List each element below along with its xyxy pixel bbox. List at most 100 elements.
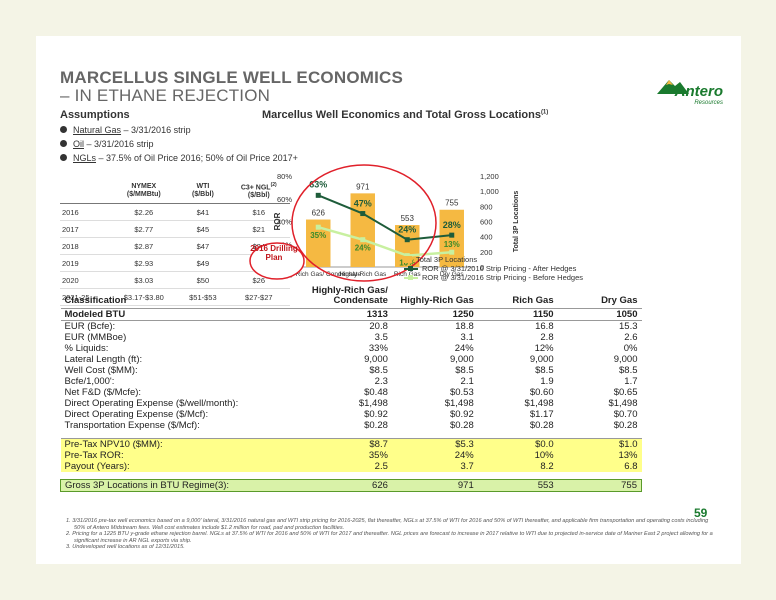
price-cell: $49 <box>178 254 228 273</box>
econ-cell: 2.6 <box>624 332 638 343</box>
before-hedges-point <box>404 253 410 259</box>
bullet-icon <box>60 154 67 161</box>
econ-cell: 35% <box>299 450 392 461</box>
econ-cell: 0% <box>623 343 638 354</box>
bar-data-label: 755 <box>445 199 459 208</box>
before-hedges-point <box>360 237 366 243</box>
bullet-icon <box>60 140 67 147</box>
econ-cell: 2.5 <box>299 461 392 472</box>
econ-cell: 1313 <box>299 308 392 321</box>
econ-cell: Pre-Tax NPV10 ($MM): <box>60 438 300 450</box>
econ-cell: 755 <box>557 479 642 492</box>
line-swatch <box>404 274 418 280</box>
econ-cell: $8.5 <box>535 365 554 376</box>
econ-cell: 1.7 <box>624 376 638 387</box>
econ-cell: Transportation Expense ($/Mcf): <box>64 420 200 431</box>
econ-cell: Lateral Length (ft): <box>64 354 143 365</box>
econ-table-body: Classification Highly-Rich Gas/ Condensat… <box>59 286 642 492</box>
econ-cell: 1.9 <box>540 376 554 387</box>
price-col-nymex: NYMEX ($/MMBtu) <box>109 181 179 205</box>
price-table-header: NYMEX ($/MMBtu) WTI ($/Bbl) C3+ NGL(2) ($/B… <box>60 181 290 205</box>
price-cell: $2.87 <box>109 237 179 256</box>
price-row: 2018 $2.87 $47 $24 <box>60 237 290 256</box>
after-hedges-point <box>315 192 321 198</box>
econ-row: Transportation Expense ($/Mcf): $0.28 $0.2… <box>61 420 642 431</box>
y-right-axis-title: Total 3P Locations <box>513 191 520 253</box>
bullet-ngls: NGLs – 37.5% of Oil Price 2016; 50% of O… <box>60 153 298 164</box>
econ-cell: 9,000 <box>529 354 554 365</box>
antero-logo: Antero Resources <box>655 70 725 106</box>
after-hedges-data-label: 47% <box>354 199 372 209</box>
econ-cell: $0.60 <box>529 387 554 398</box>
econ-row: Well Cost ($MM): $8.5 $8.5 $8.5 $8.5 <box>61 365 642 376</box>
bullet-icon <box>60 126 67 133</box>
legend-item-after-hedges: ROR @ 3/31/2016 Strip Pricing - After He… <box>404 264 583 273</box>
price-col-wti: WTI ($/Bbl) <box>178 181 228 205</box>
econ-cell: 626 <box>299 479 392 492</box>
econ-row: Pre-Tax NPV10 ($MM): $8.7 $5.3 $0.0 $1.0 <box>60 438 642 450</box>
econ-cell: $0.28 <box>364 420 388 431</box>
econ-cell: % Liquids: <box>64 343 109 354</box>
econ-cell: 16.8 <box>535 321 554 332</box>
econ-cell: 15.3 <box>619 321 638 332</box>
after-hedges-point <box>404 237 410 243</box>
price-cell: 2018 <box>60 237 110 256</box>
price-cell: $47 <box>178 237 228 256</box>
econ-cell: 1050 <box>557 308 642 321</box>
econ-cell: $1,498 <box>444 398 474 409</box>
econ-cell: Highly-Rich Gas/ Condensate <box>299 286 392 309</box>
y-right-tick-label: 1,000 <box>480 187 499 196</box>
econ-row: Direct Operating Expense ($/Mcf): $0.92 $0… <box>61 409 642 420</box>
econ-cell: Rich Gas <box>477 286 558 309</box>
before-hedges-point <box>315 224 321 230</box>
page-number: 59 <box>694 506 708 520</box>
bar-data-label: 971 <box>356 182 370 191</box>
econ-cell: 971 <box>391 479 478 492</box>
legend-item-before-hedges: ROR @ 3/31/2016 Strip Pricing - Before H… <box>404 273 583 282</box>
y-left-tick-label: 80% <box>277 172 292 181</box>
econ-cell: Classification <box>60 286 300 309</box>
econ-cell: $8.7 <box>299 438 392 450</box>
bullet-oil: Oil – 3/31/2016 strip <box>60 139 285 150</box>
before-hedges-line <box>317 225 452 257</box>
spacer-row <box>61 431 642 439</box>
footnotes: 1. 3/31/2016 pre-tax well economics base… <box>66 518 716 551</box>
econ-row: Classification Highly-Rich Gas/ Condensat… <box>60 286 642 309</box>
econ-cell: $8.5 <box>619 365 638 376</box>
econ-row: Payout (Years): 2.5 3.7 8.2 6.8 <box>60 461 642 472</box>
assumptions-heading: Assumptions <box>60 109 130 121</box>
econ-cell: $0.28 <box>613 420 638 431</box>
before-hedges-point <box>449 249 455 255</box>
econ-cell: 20.8 <box>369 321 388 332</box>
price-row: 2016 $2.26 $41 $16 <box>60 203 290 222</box>
price-cell: $45 <box>178 220 228 239</box>
econ-cell: 1250 <box>391 308 478 321</box>
price-row: 2019$2.93$49$25 <box>60 254 290 273</box>
after-hedges-point <box>449 232 455 238</box>
econ-cell: 24% <box>391 450 478 461</box>
econ-row: Net F&D ($/Mcfe): $0.48 $0.53 $0.60 $0.65 <box>61 387 642 398</box>
price-cell: $16 <box>227 203 290 222</box>
econ-cell: 1150 <box>477 308 558 321</box>
logo-word: Antero <box>674 83 723 100</box>
econ-cell: 33% <box>368 343 388 354</box>
after-hedges-line <box>317 194 452 241</box>
econ-row: Pre-Tax ROR: 35% 24% 10% 13% <box>60 450 642 461</box>
econ-cell: $0.70 <box>613 409 638 420</box>
econ-cell: $0.92 <box>364 409 388 420</box>
price-cell: $21 <box>227 220 290 239</box>
before-hedges-data-label: 35% <box>310 231 326 240</box>
price-cell: 2017 <box>60 220 110 239</box>
econ-cell: EUR (Bcfe): <box>64 321 116 332</box>
drilling-plan-note: 2016 Drilling Plan <box>250 244 298 262</box>
econ-cell: EUR (MMBoe) <box>64 332 127 343</box>
econ-cell: 13% <box>557 450 642 461</box>
econ-cell: Direct Operating Expense ($/Mcf): <box>64 409 209 420</box>
price-cell: $2.93 <box>109 254 179 273</box>
y-right-tick-label: 1,200 <box>480 172 499 181</box>
bar-locations <box>439 209 464 267</box>
econ-cell: 12% <box>534 343 554 354</box>
econ-row: % Liquids: 33% 24% 12% 0% <box>61 343 642 354</box>
x-tick-label: Highly-Rich Gas <box>339 271 387 278</box>
x-tick-label: Rich Gas <box>394 271 421 278</box>
